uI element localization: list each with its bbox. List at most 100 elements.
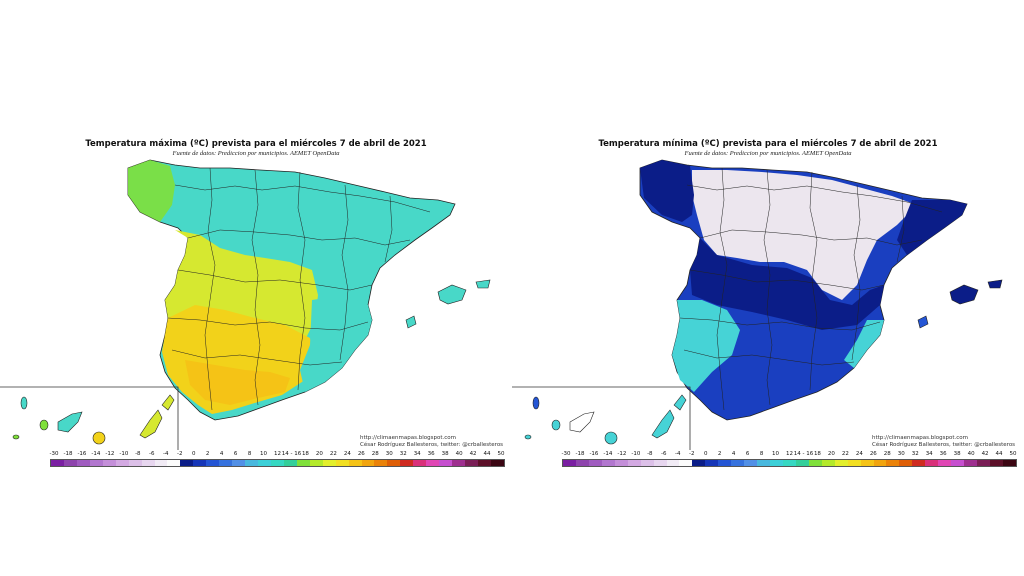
galicia-zone <box>128 160 175 222</box>
legend-swatch <box>76 460 90 466</box>
temperature-legend: -30 -18 -16 -14 -12 -10 -8 -6 -4 -2 0 2 4 6 8 10 12 14 - … <box>50 451 505 469</box>
legend-swatch <box>296 460 310 466</box>
legend-tick-label: -4 <box>675 451 681 457</box>
legend-tick-label: -16 <box>589 451 599 457</box>
canary-inset-frame <box>0 386 179 450</box>
canary-islands <box>524 394 687 445</box>
legend-swatch <box>348 460 362 466</box>
legend-swatch <box>964 460 977 466</box>
legend-swatch <box>465 460 478 466</box>
legend-swatch <box>154 460 168 466</box>
legend-tick-label: 36 <box>427 451 435 457</box>
legend-swatch <box>731 460 745 466</box>
legend-swatch <box>193 460 207 466</box>
legend-tick-label: -14 <box>603 451 613 457</box>
legend-tick-label: 14 - 16 <box>281 451 302 457</box>
legend-swatch <box>899 460 913 466</box>
legend-tick-label: 0 <box>703 451 708 457</box>
legend-tick-label: -30 <box>561 451 571 457</box>
credit-url: http://climaenmapas.blogspot.com <box>360 435 456 441</box>
center-cold-band <box>690 238 884 330</box>
galicia-zone <box>640 160 694 222</box>
legend-swatch <box>977 460 990 466</box>
legend-swatch <box>141 460 155 466</box>
legend-tick-label: 14 - 16 <box>793 451 814 457</box>
legend-tick-label: -12 <box>105 451 115 457</box>
map-subtitle: Fuente de datos: Prediccion por municipi… <box>684 150 852 157</box>
legend-tick-label: 30 <box>385 451 393 457</box>
legend-swatch <box>989 460 1003 466</box>
legend-tick-label: -10 <box>631 451 641 457</box>
legend-swatch <box>361 460 375 466</box>
legend-swatch <box>335 460 349 466</box>
legend-tick-label: -2 <box>688 451 695 457</box>
balearic-islands <box>949 284 979 305</box>
legend-tick-label: 28 <box>883 451 891 457</box>
legend-tick-label: -16 <box>77 451 87 457</box>
legend-swatch <box>666 460 680 466</box>
legend-swatch <box>167 460 181 466</box>
legend-swatch <box>102 460 116 466</box>
legend-tick-label: 18 <box>813 451 821 457</box>
legend-tick-label: 50 <box>497 451 505 457</box>
legend-swatch <box>938 460 952 466</box>
legend-tick-label: 10 <box>772 451 780 457</box>
province-borders <box>679 167 943 411</box>
legend-swatch <box>270 460 284 466</box>
legend-tick-label: 42 <box>469 451 477 457</box>
legend-swatch <box>258 460 271 466</box>
legend-tick-label: 44 <box>995 451 1003 457</box>
legend-tick-label: 36 <box>939 451 947 457</box>
min-temperature-map <box>512 159 1003 450</box>
southeast-mild-zone <box>844 320 884 368</box>
legend-swatch <box>834 460 848 466</box>
legend-swatch <box>692 460 706 466</box>
legend-ticks: -30 -18 -16 -14 -12 -10 -8 -6 -4 -2 0 2 4 6 8 10 12 14 - … <box>50 451 505 459</box>
legend-tick-label: 6 <box>745 451 750 457</box>
legend-tick-label: 2 <box>205 451 210 457</box>
legend-swatch <box>245 460 258 466</box>
legend-swatch <box>847 460 861 466</box>
legend-swatch <box>782 460 796 466</box>
legend-tick-label: 32 <box>399 451 407 457</box>
legend-tick-label: 32 <box>911 451 919 457</box>
credit-author: César Rodríguez Ballesteros, twitter: @c… <box>872 442 1016 448</box>
legend-tick-label: 8 <box>759 451 764 457</box>
legend-swatch <box>387 460 401 466</box>
legend-tick-label: 10 <box>260 451 268 457</box>
legend-swatch <box>653 460 667 466</box>
legend-tick-label: 12 <box>786 451 793 457</box>
legend-tick-label: 20 <box>315 451 323 457</box>
legend-tick-label: 42 <box>981 451 989 457</box>
menorca <box>987 279 1003 289</box>
legend-tick-label: 26 <box>869 451 877 457</box>
legend-tick-label: 8 <box>247 451 252 457</box>
ibiza <box>405 315 417 329</box>
legend-swatch <box>886 460 900 466</box>
legend-swatch <box>795 460 809 466</box>
legend-color-bar <box>562 459 1017 467</box>
legend-swatch <box>89 460 103 466</box>
legend-swatch <box>821 460 835 466</box>
menorca <box>475 279 491 289</box>
legend-swatch <box>951 460 965 466</box>
legend-swatch <box>912 460 926 466</box>
legend-swatch <box>588 460 602 466</box>
legend-swatch <box>63 460 77 466</box>
legend-tick-label: -18 <box>63 451 73 457</box>
legend-tick-label: -8 <box>135 451 141 457</box>
legend-color-bar <box>50 459 505 467</box>
max-temperature-map <box>0 159 491 450</box>
legend-tick-label: 40 <box>967 451 975 457</box>
legend-swatch <box>808 460 822 466</box>
legend-tick-label: -4 <box>163 451 169 457</box>
min-temperature-panel: Temperatura mínima (ºC) prevista para el… <box>512 0 1024 576</box>
legend-swatch <box>51 460 64 466</box>
legend-tick-label: 24 <box>855 451 863 457</box>
legend-tick-label: 22 <box>841 451 849 457</box>
legend-tick-label: 50 <box>1009 451 1017 457</box>
ibiza <box>917 315 929 329</box>
legend-swatch <box>575 460 589 466</box>
legend-tick-label: 0 <box>191 451 196 457</box>
legend-tick-label: 34 <box>413 451 421 457</box>
